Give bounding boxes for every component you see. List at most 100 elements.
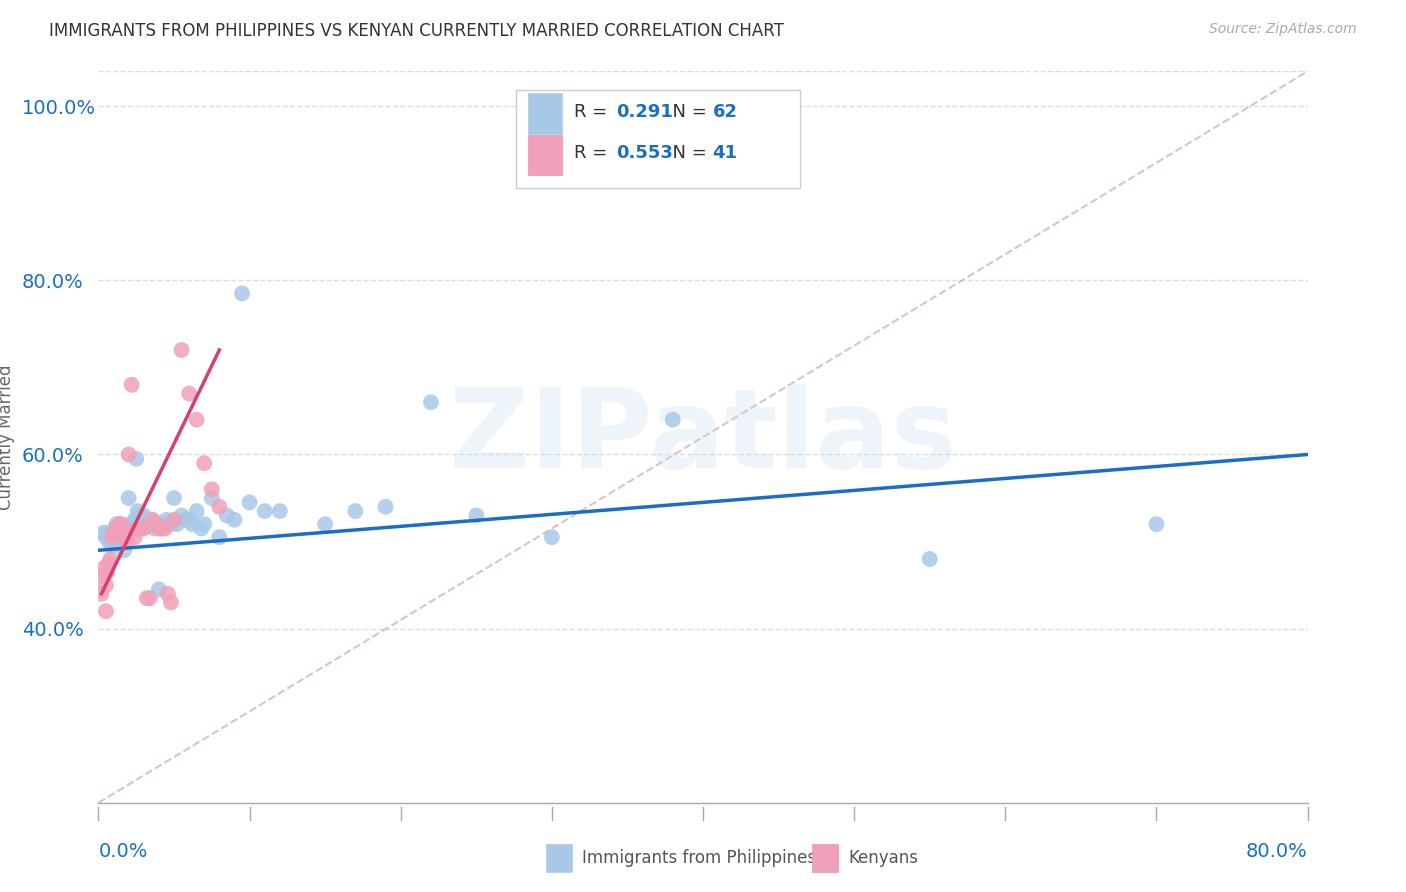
Point: [118, 491, 141, 505]
FancyBboxPatch shape: [811, 845, 838, 872]
Point: [128, 508, 150, 523]
Point: [465, 508, 488, 523]
Point: [269, 504, 291, 518]
Point: [166, 517, 188, 532]
Point: [114, 521, 136, 535]
FancyBboxPatch shape: [527, 94, 561, 134]
Point: [93, 560, 115, 574]
Point: [111, 525, 134, 540]
Y-axis label: Currently Married: Currently Married: [0, 364, 15, 510]
Point: [344, 504, 367, 518]
Point: [148, 582, 170, 597]
Point: [231, 286, 253, 301]
Point: [170, 343, 193, 357]
Point: [170, 508, 193, 523]
Point: [98, 557, 121, 571]
Point: [239, 495, 262, 509]
Point: [201, 491, 224, 505]
Point: [153, 521, 176, 535]
Text: 62: 62: [713, 103, 738, 120]
Point: [94, 578, 117, 592]
Point: [108, 534, 131, 549]
Point: [112, 521, 135, 535]
Point: [118, 448, 141, 462]
Point: [114, 530, 136, 544]
Text: 80.0%: 80.0%: [1246, 842, 1308, 861]
Text: 0.553: 0.553: [616, 145, 673, 162]
Point: [132, 508, 155, 523]
Point: [129, 521, 152, 535]
Point: [101, 539, 124, 553]
Point: [139, 591, 162, 606]
Point: [104, 525, 127, 540]
Point: [132, 521, 155, 535]
Point: [105, 517, 128, 532]
FancyBboxPatch shape: [546, 845, 572, 872]
Point: [94, 604, 117, 618]
Point: [115, 534, 138, 549]
Point: [121, 377, 143, 392]
Point: [91, 525, 114, 540]
Point: [135, 591, 157, 606]
Point: [190, 521, 212, 535]
Point: [314, 517, 336, 532]
Point: [96, 565, 118, 579]
Point: [193, 517, 215, 532]
Point: [163, 513, 186, 527]
Point: [186, 412, 208, 426]
Point: [193, 456, 215, 470]
Point: [104, 521, 127, 535]
Point: [91, 569, 114, 583]
Point: [127, 521, 149, 535]
Point: [1144, 517, 1167, 532]
FancyBboxPatch shape: [516, 90, 800, 188]
Text: 0.0%: 0.0%: [98, 842, 148, 861]
Text: Kenyans: Kenyans: [848, 848, 918, 867]
Point: [540, 530, 562, 544]
Point: [374, 500, 396, 514]
Point: [253, 504, 276, 518]
Point: [96, 525, 118, 540]
Point: [124, 530, 146, 544]
Point: [179, 513, 201, 527]
Point: [103, 525, 125, 540]
Point: [201, 483, 224, 497]
Point: [215, 508, 238, 523]
Point: [120, 517, 142, 532]
FancyBboxPatch shape: [527, 135, 561, 175]
Point: [100, 552, 122, 566]
Point: [143, 521, 166, 535]
Point: [145, 517, 167, 532]
Point: [160, 517, 183, 532]
Point: [141, 513, 163, 527]
Point: [163, 491, 186, 505]
Point: [122, 517, 145, 532]
Point: [127, 504, 149, 518]
Text: 41: 41: [713, 145, 738, 162]
Point: [142, 513, 165, 527]
Point: [90, 587, 112, 601]
Text: Immigrants from Philippines: Immigrants from Philippines: [582, 848, 817, 867]
Point: [136, 513, 159, 527]
Point: [661, 412, 683, 426]
Point: [131, 513, 153, 527]
Text: ZIPatlas: ZIPatlas: [449, 384, 957, 491]
Point: [155, 513, 177, 527]
Text: N =: N =: [661, 103, 713, 120]
Point: [186, 504, 208, 518]
Point: [111, 525, 134, 540]
Point: [103, 525, 125, 540]
Point: [181, 517, 204, 532]
Text: R =: R =: [574, 103, 613, 120]
Point: [98, 534, 121, 549]
Text: N =: N =: [661, 145, 713, 162]
Text: IMMIGRANTS FROM PHILIPPINES VS KENYAN CURRENTLY MARRIED CORRELATION CHART: IMMIGRANTS FROM PHILIPPINES VS KENYAN CU…: [49, 22, 785, 40]
Point: [918, 552, 941, 566]
Point: [208, 530, 231, 544]
Point: [145, 517, 167, 532]
Point: [135, 517, 157, 532]
Point: [124, 513, 146, 527]
Point: [150, 517, 173, 532]
Point: [420, 395, 443, 409]
Point: [110, 517, 132, 532]
